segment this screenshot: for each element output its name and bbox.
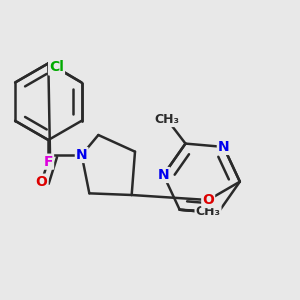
Text: CH₃: CH₃ bbox=[196, 205, 220, 218]
Text: O: O bbox=[202, 193, 214, 207]
Text: N: N bbox=[76, 148, 88, 162]
Text: Cl: Cl bbox=[49, 61, 64, 74]
Text: F: F bbox=[44, 155, 53, 169]
Text: N: N bbox=[158, 168, 169, 182]
Text: CH₃: CH₃ bbox=[154, 113, 180, 126]
Text: O: O bbox=[36, 175, 48, 189]
Text: N: N bbox=[218, 140, 230, 154]
